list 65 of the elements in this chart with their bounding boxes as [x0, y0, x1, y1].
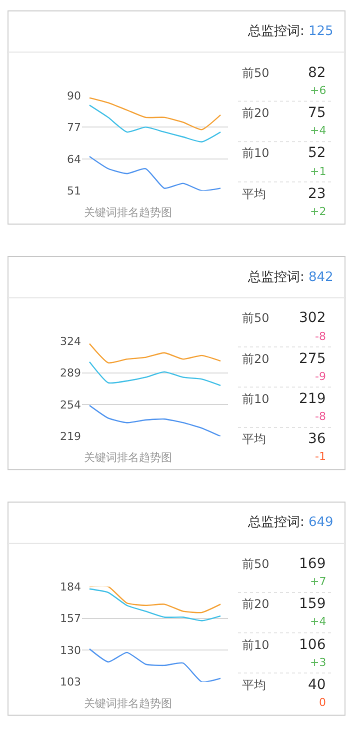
- text: 平均: [242, 187, 266, 201]
- text: 前20: [242, 106, 270, 120]
- y-tick-label: 130: [60, 644, 81, 657]
- text: 前10: [242, 638, 270, 652]
- y-tick-label: 90: [67, 89, 81, 102]
- y-tick-label: 157: [60, 612, 81, 626]
- text: 159: [299, 596, 326, 612]
- text: 106: [299, 637, 326, 653]
- text: 总监控词:: [248, 24, 304, 39]
- text: +2: [310, 205, 326, 218]
- text: 36: [308, 431, 326, 447]
- x-axis-title: 关键词排名趋势图: [84, 206, 172, 219]
- text: -9: [315, 370, 326, 383]
- y-tick-label: 184: [60, 580, 81, 594]
- text: 75: [308, 105, 326, 121]
- text: 平均: [242, 678, 266, 692]
- y-tick-label: 254: [60, 398, 81, 412]
- text: 总监控词:: [248, 270, 304, 285]
- line-series: [88, 361, 222, 386]
- line-series: [88, 343, 222, 364]
- line-series: [88, 104, 222, 142]
- line-series: [88, 588, 222, 622]
- text: +7: [310, 575, 326, 588]
- text: +3: [310, 656, 326, 669]
- text: -8: [315, 410, 326, 423]
- line-series: [88, 97, 222, 130]
- text: 40: [308, 677, 326, 693]
- text: +4: [310, 615, 326, 628]
- text: 82: [308, 65, 326, 81]
- text: 169: [299, 556, 326, 572]
- x-axis-title: 关键词排名趋势图: [84, 697, 172, 710]
- text: 219: [299, 391, 326, 407]
- text: -1: [315, 450, 326, 463]
- text: 125: [308, 24, 334, 39]
- y-tick-label: 64: [67, 152, 81, 166]
- text: 前50: [242, 557, 270, 571]
- text: 842: [308, 270, 334, 285]
- text: +1: [310, 165, 326, 178]
- text: 前20: [242, 597, 270, 611]
- text: 前50: [242, 66, 270, 80]
- text: 平均: [242, 432, 266, 446]
- line-series: [88, 648, 222, 682]
- y-tick-label: 51: [67, 184, 81, 198]
- text: -8: [315, 330, 326, 343]
- text: 前10: [242, 146, 270, 160]
- text: 23: [308, 186, 326, 202]
- text: 275: [299, 351, 326, 367]
- text: 649: [308, 515, 334, 530]
- y-tick-label: 77: [67, 121, 81, 134]
- text: 前50: [242, 311, 270, 325]
- text: 52: [308, 145, 326, 161]
- line-series: [88, 404, 222, 436]
- text: +4: [310, 124, 326, 137]
- text: 0: [319, 696, 326, 709]
- y-tick-label: 324: [60, 334, 81, 348]
- y-tick-label: 289: [60, 366, 81, 380]
- x-axis-title: 关键词排名趋势图: [84, 451, 172, 464]
- y-tick-label: 103: [60, 676, 81, 689]
- y-tick-label: 219: [60, 430, 81, 444]
- text: +6: [310, 84, 326, 97]
- text: 302: [299, 310, 326, 326]
- text: 总监控词:: [248, 515, 304, 530]
- text: 前10: [242, 392, 270, 406]
- line-series: [88, 156, 222, 191]
- text: 前20: [242, 352, 270, 366]
